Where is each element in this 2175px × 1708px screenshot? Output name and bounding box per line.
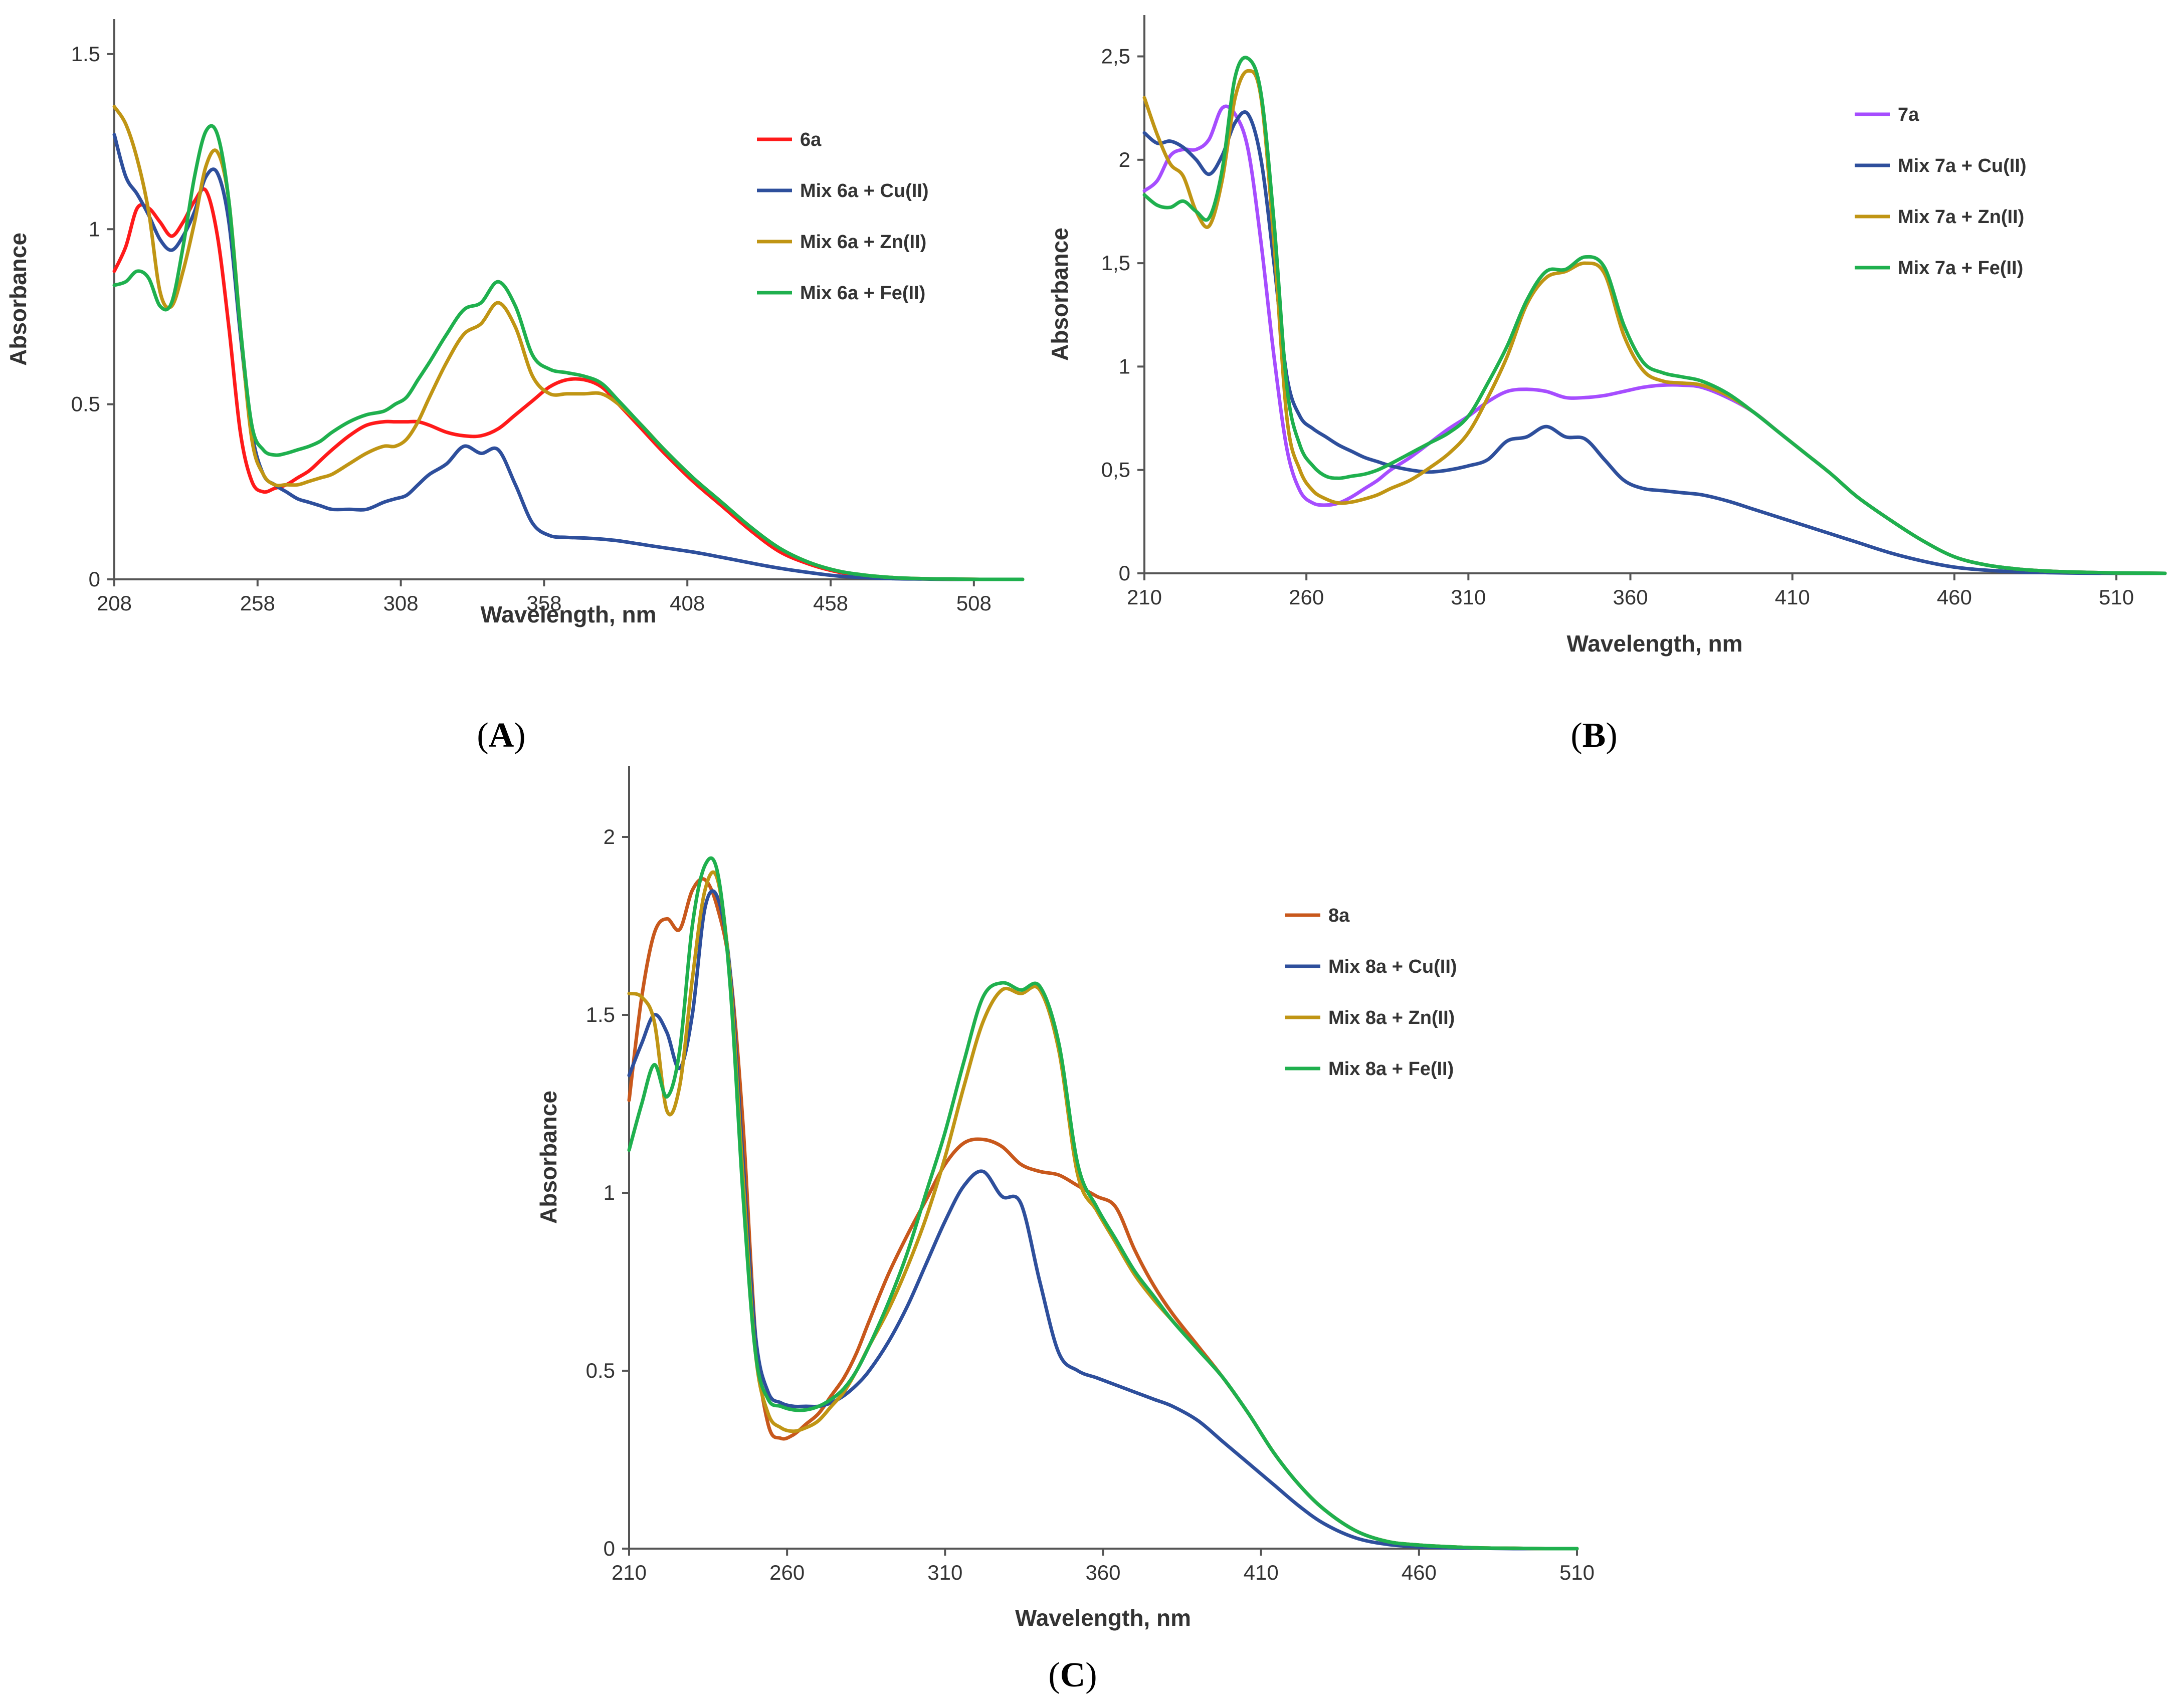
x-axis-title: Wavelength, nm [1567,630,1743,657]
legend-label: Mix 6a + Cu(II) [800,180,929,201]
legend-label: Mix 8a + Fe(II) [1328,1058,1454,1080]
caption-open: ( [1570,716,1582,755]
x-tick-label: 208 [97,591,132,615]
y-tick-label: 1,5 [1101,251,1130,275]
x-tick-label: 458 [813,591,848,615]
panel-caption: (C) [1048,1656,1097,1694]
series-line-4 [112,124,1025,581]
x-tick-label: 408 [670,591,705,615]
x-tick-label: 410 [1775,585,1810,609]
y-tick-label: 1 [89,217,100,241]
x-tick-label: 410 [1244,1561,1279,1584]
series-line-4 [627,856,1579,1551]
chart-panel-c: 0 0.5 1 1.5 2 210 260 310 360 410 460 510 Wavelength… [535,766,1595,1694]
x-tick-label: 210 [1127,585,1162,609]
series-line-2 [112,133,1025,581]
x-tick-label: 510 [2099,585,2134,609]
panel-caption: (A) [477,716,525,755]
x-tick-label: 210 [612,1561,647,1584]
legend-label: Mix 6a + Fe(II) [800,283,925,304]
chart-panel-b: 0 0,5 1 1,5 2 2,5 210 260 310 360 410 460 510 Wavelen… [1047,15,2167,755]
legend-label: Mix 8a + Zn(II) [1328,1007,1455,1028]
x-tick-label: 258 [240,591,275,615]
legend-label: Mix 6a + Zn(II) [800,232,926,253]
legend-label: Mix 7a + Cu(II) [1898,155,2027,176]
x-tick-label: 510 [1559,1561,1595,1584]
caption-letter: A [489,716,514,755]
series-line-4 [1142,56,2167,575]
chart-panel-a: 0 0.5 1 1.5 208 258 308 358 408 458 508 Wavelength,… [5,19,1025,755]
series-line-1 [627,877,1579,1551]
caption-open: ( [477,716,488,755]
x-tick-label: 360 [1613,585,1648,609]
x-tick-label: 358 [526,591,561,615]
legend-label: 7a [1898,104,1919,125]
caption-close: ) [1085,1656,1097,1694]
legend-label: 8a [1328,905,1350,926]
x-tick-label: 460 [1937,585,1972,609]
legend-label: Mix 7a + Zn(II) [1898,206,2024,228]
y-tick-label: 1 [1119,354,1130,378]
y-tick-label: 1.5 [71,42,100,66]
y-tick-label: 0,5 [1101,458,1130,482]
y-axis-title: Absorbance [5,233,31,366]
y-tick-label: 1.5 [586,1003,615,1026]
y-axis-title: Absorbance [535,1091,561,1224]
series-line-2 [1142,110,2167,575]
caption-close: ) [1606,716,1617,755]
panel-caption: (B) [1570,716,1617,755]
series-line-3 [1142,69,2167,575]
x-tick-label: 260 [1289,585,1324,609]
x-tick-label: 360 [1085,1561,1120,1584]
y-tick-label: 0 [604,1537,615,1560]
y-axis-title: Absorbance [1047,228,1073,361]
y-tick-label: 0 [89,567,100,591]
y-tick-label: 2 [604,825,615,848]
x-tick-label: 310 [1451,585,1486,609]
x-axis-title: Wavelength, nm [481,601,657,627]
y-tick-label: 0 [1119,561,1130,585]
legend-label: 6a [800,129,822,150]
x-tick-label: 260 [769,1561,805,1584]
y-tick-label: 1 [604,1181,615,1204]
x-tick-label: 308 [383,591,419,615]
x-axis-title: Wavelength, nm [1015,1605,1191,1631]
x-tick-label: 310 [927,1561,962,1584]
legend-label: Mix 7a + Fe(II) [1898,258,2023,279]
caption-letter: C [1060,1656,1086,1694]
caption-letter: B [1583,716,1606,755]
y-tick-label: 0.5 [586,1359,615,1382]
caption-open: ( [1048,1656,1060,1694]
y-tick-label: 2,5 [1101,45,1130,68]
x-tick-label: 508 [956,591,992,615]
series-line-3 [112,105,1025,581]
legend-label: Mix 8a + Cu(II) [1328,956,1457,977]
y-tick-label: 0.5 [71,392,100,416]
x-tick-label: 460 [1402,1561,1437,1584]
caption-close: ) [514,716,525,755]
y-tick-label: 2 [1119,148,1130,171]
series-line-1 [112,187,1025,581]
